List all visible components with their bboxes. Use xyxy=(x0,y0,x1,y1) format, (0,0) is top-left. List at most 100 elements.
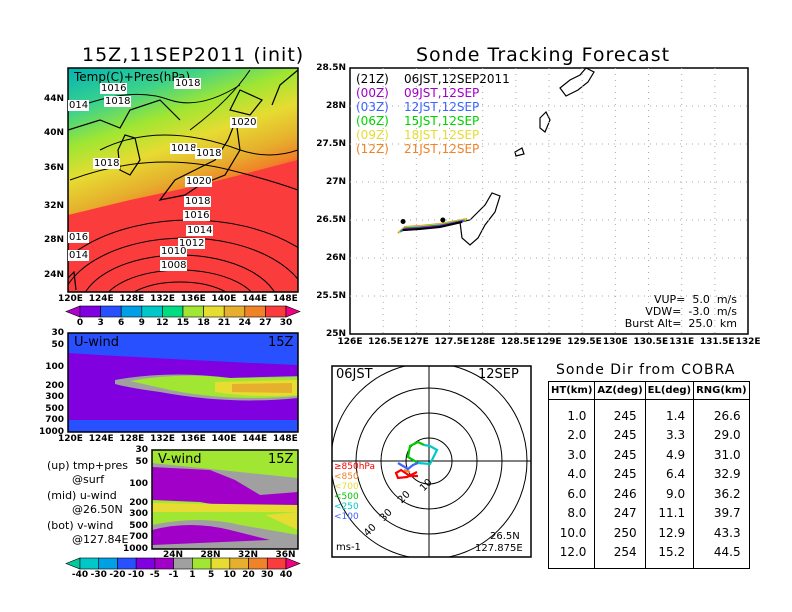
hodo-time: 06JST xyxy=(336,367,373,382)
table-row: 2.0 245 3.3 29.0 xyxy=(547,425,750,445)
lon-tick: 140E xyxy=(211,434,237,444)
lon-tick: 131.5E xyxy=(699,337,735,347)
hodo-date: 12SEP xyxy=(478,367,519,382)
lon-tick: 128E xyxy=(119,434,145,444)
note-location: @surf xyxy=(72,473,105,486)
legend-jst: 09JST,12SEP xyxy=(404,86,480,100)
coastlines xyxy=(68,69,298,291)
layer-legend-item: <500 xyxy=(334,492,359,502)
trace-850 xyxy=(394,468,418,480)
colorbar-label: 18 xyxy=(197,318,210,328)
u-wind-time: 15Z xyxy=(268,335,294,350)
table-cell: 3.3 xyxy=(644,425,695,445)
colorbar-label: 20 xyxy=(242,570,255,580)
table-cell: 245 xyxy=(594,445,646,465)
pressure-tick: 1000 xyxy=(38,427,64,437)
table-row: 6.0 246 9.0 36.2 xyxy=(547,484,750,504)
pressure-tick: 30 xyxy=(135,445,148,455)
table-cell: 245 xyxy=(594,399,646,426)
table-cell: 11.1 xyxy=(644,503,695,523)
u-wind-label: U-wind xyxy=(74,335,119,350)
table-cell: 6.0 xyxy=(547,484,596,504)
hodo-lon: 127.875E xyxy=(475,543,523,554)
launch-point xyxy=(440,217,446,223)
lon-tick: 124E xyxy=(88,294,114,304)
lon-tick: 130E xyxy=(602,337,628,347)
lon-tick: 148E xyxy=(272,434,298,444)
colorbar-label: -5 xyxy=(149,570,160,580)
pressure-tick: 200 xyxy=(45,381,64,391)
pressure-tick: 100 xyxy=(129,479,148,489)
legend-utc: (00Z) xyxy=(356,86,389,100)
layer-legend-item: <850 xyxy=(334,472,359,482)
pressure-tick: 300 xyxy=(129,509,148,519)
lat-tick: 40N xyxy=(44,128,65,138)
colorbar-label: 40 xyxy=(279,570,293,580)
table-row: 4.0 245 6.4 32.9 xyxy=(547,464,750,484)
table-cell: 9.0 xyxy=(644,484,695,504)
table-row: 1.0 245 1.4 26.6 xyxy=(547,399,750,426)
table-title: Sonde Dir from COBRA xyxy=(556,362,736,378)
colorbar-label: 0 xyxy=(76,318,84,328)
table-cell: 8.0 xyxy=(547,503,596,523)
table-cell: 1.4 xyxy=(644,399,695,426)
contour-label: 014 xyxy=(68,250,90,261)
sonde-direction-table: HT(km) AZ(deg) EL(deg) RNG(km) 1.0 245 1.4 26.… xyxy=(547,381,750,569)
lon-tick: 136E xyxy=(180,434,206,444)
lon-tick: 120E xyxy=(58,294,83,304)
sonde-parameter: VUP= 5.0 m/s xyxy=(653,293,737,306)
contour-label: 1020 xyxy=(230,117,258,128)
sonde-parameter: Burst Alt= 25.0 km xyxy=(624,317,737,330)
contour-label: 1020 xyxy=(185,176,213,187)
layer-legend-item: <100 xyxy=(334,512,359,522)
lat-tick: 32N xyxy=(238,550,259,560)
warm-region xyxy=(68,160,298,292)
pressure-tick: 300 xyxy=(45,392,64,402)
table-cell: 31.0 xyxy=(693,445,750,465)
lon-tick: 128.5E xyxy=(500,337,536,347)
contour-label: 1016 xyxy=(183,210,211,221)
lat-tick: 27N xyxy=(325,177,346,187)
contour-label: 1018 xyxy=(170,143,198,154)
colorbar-label: -10 xyxy=(128,570,145,580)
table-cell: 12.9 xyxy=(644,523,695,543)
contour-label: 1018 xyxy=(195,148,223,159)
table-cell: 36.2 xyxy=(693,484,750,504)
lat-tick: 25.5N xyxy=(316,291,346,301)
contour-label: 1018 xyxy=(104,96,132,107)
lon-tick: 132E xyxy=(735,337,761,347)
colorbar-label: 9 xyxy=(138,318,145,328)
lat-tick: 26N xyxy=(325,253,346,263)
lon-tick: 132E xyxy=(150,294,176,304)
table-cell: 10.0 xyxy=(547,523,596,543)
table-row: 8.0 247 11.1 39.7 xyxy=(547,503,750,523)
table-cell: 247 xyxy=(594,503,646,523)
lon-tick: 126.5E xyxy=(368,337,403,347)
contour-label: 1016 xyxy=(100,83,128,94)
table-cell: 245 xyxy=(594,425,646,445)
note-title: (up) tmp+pres xyxy=(47,459,129,472)
table-cell: 32.9 xyxy=(693,464,750,484)
lat-tick: 36N xyxy=(275,550,296,560)
note-title: (mid) u-wind xyxy=(47,489,117,502)
table-cell: 250 xyxy=(594,523,646,543)
legend-jst: 06JST,12SEP2011 xyxy=(404,72,510,86)
legend-utc: (12Z) xyxy=(356,142,389,156)
lat-tick: 28.5N xyxy=(316,63,346,73)
contour-label: 1008 xyxy=(160,260,188,271)
legend-utc: (03Z) xyxy=(356,100,389,114)
hodo-lat: 26.5N xyxy=(490,531,520,542)
pressure-tick: 500 xyxy=(45,404,64,414)
note-title: (bot) v-wind xyxy=(47,519,114,532)
layer-legend-item: <700 xyxy=(334,482,359,492)
lon-tick: 140E xyxy=(211,294,237,304)
contour-label: 1018 xyxy=(93,158,121,169)
pressure-tick: 200 xyxy=(129,498,148,508)
islands xyxy=(459,67,595,246)
lon-tick: 129.5E xyxy=(567,337,602,347)
table-row: 3.0 245 4.9 31.0 xyxy=(547,445,750,465)
pressure-tick: 700 xyxy=(45,415,64,425)
